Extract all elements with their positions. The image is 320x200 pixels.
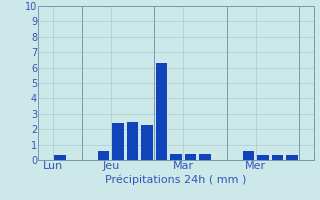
Bar <box>141 125 153 160</box>
Bar <box>156 63 167 160</box>
Bar <box>127 121 138 160</box>
Bar <box>286 155 298 160</box>
Bar <box>185 154 196 160</box>
Bar <box>243 151 254 160</box>
Bar <box>257 155 269 160</box>
Bar <box>112 123 124 160</box>
Bar <box>272 155 283 160</box>
Bar <box>170 154 182 160</box>
X-axis label: Précipitations 24h ( mm ): Précipitations 24h ( mm ) <box>105 174 247 185</box>
Bar <box>98 151 109 160</box>
Bar <box>54 155 66 160</box>
Bar <box>199 154 211 160</box>
